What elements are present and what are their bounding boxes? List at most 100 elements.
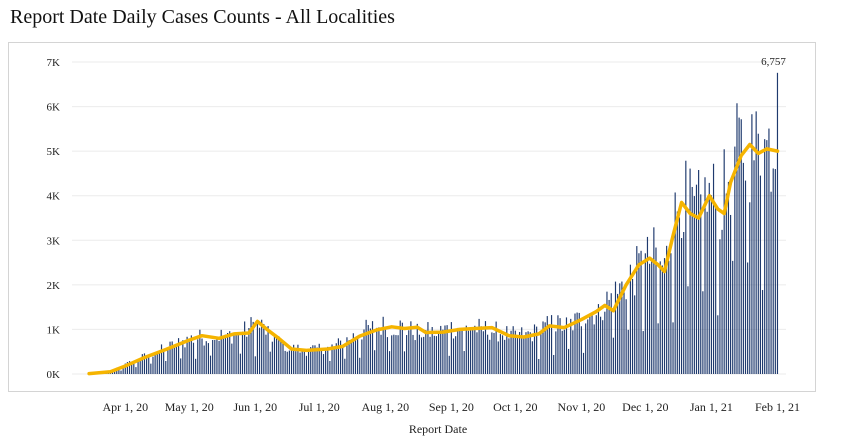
- bar: [139, 359, 141, 374]
- bar: [582, 352, 585, 374]
- bar: [755, 111, 757, 374]
- bar: [576, 312, 578, 374]
- bar: [478, 318, 480, 374]
- bar: [536, 326, 538, 374]
- bar: [229, 331, 231, 374]
- bar: [231, 343, 233, 374]
- bar: [218, 340, 220, 374]
- bar: [186, 336, 188, 374]
- bar: [135, 367, 137, 374]
- bar: [565, 317, 568, 374]
- bar: [725, 193, 727, 374]
- bar: [653, 227, 655, 374]
- bar: [506, 326, 508, 374]
- bar: [429, 336, 431, 374]
- bar: [160, 344, 163, 374]
- bar: [631, 278, 634, 374]
- bar: [523, 338, 525, 374]
- bar: [540, 334, 542, 374]
- x-tick-label: Dec 1, 20: [622, 400, 668, 414]
- bar: [216, 337, 218, 374]
- bar: [148, 355, 150, 374]
- x-axis-label: Report Date: [409, 422, 467, 436]
- bar: [190, 335, 192, 374]
- bar: [732, 260, 734, 374]
- y-tick-label: 7K: [47, 57, 61, 69]
- bar: [753, 160, 755, 374]
- bar: [587, 319, 589, 374]
- bar: [254, 356, 256, 374]
- bar: [546, 316, 548, 374]
- bar: [612, 337, 614, 374]
- bar: [267, 326, 269, 374]
- y-tick-label: 3K: [47, 235, 61, 247]
- bar: [150, 363, 152, 374]
- bar: [384, 329, 386, 374]
- bar: [570, 318, 572, 374]
- bar: [391, 335, 393, 374]
- bar: [128, 361, 131, 374]
- bar: [544, 322, 546, 374]
- bar: [339, 340, 342, 374]
- bar: [619, 283, 621, 374]
- bar: [416, 323, 418, 374]
- bar: [719, 239, 721, 374]
- bar: [248, 328, 250, 374]
- bar: [693, 196, 695, 374]
- bar: [604, 311, 606, 374]
- bar: [156, 352, 158, 374]
- bar: [250, 317, 252, 374]
- bar: [284, 350, 286, 374]
- bar: [333, 346, 335, 374]
- bar: [533, 324, 536, 374]
- bar: [702, 291, 704, 374]
- bar: [209, 355, 212, 374]
- bar: [542, 321, 544, 374]
- bar: [538, 358, 540, 374]
- bar: [525, 332, 527, 374]
- bar: [708, 182, 710, 374]
- bar: [420, 337, 423, 374]
- bar: [644, 253, 646, 374]
- bar: [423, 336, 425, 374]
- bar: [239, 353, 241, 374]
- bar: [371, 321, 374, 374]
- bar: [623, 292, 625, 374]
- bar: [288, 350, 290, 374]
- bar: [244, 321, 246, 374]
- bar: [280, 341, 282, 374]
- bar: [399, 320, 401, 374]
- bar: [761, 290, 764, 374]
- bar: [433, 335, 435, 374]
- bar: [678, 217, 681, 374]
- bar: [137, 360, 139, 374]
- bar: [749, 202, 751, 374]
- bar: [143, 353, 146, 374]
- bar: [772, 168, 774, 374]
- bar: [668, 260, 670, 374]
- bar: [235, 334, 237, 374]
- bar: [608, 299, 610, 374]
- bar: [401, 322, 403, 374]
- bar: [314, 345, 316, 374]
- bar: [431, 327, 433, 374]
- bar: [329, 360, 331, 374]
- bar: [425, 330, 427, 374]
- bar: [224, 334, 227, 374]
- bar: [519, 331, 521, 374]
- bar: [203, 345, 205, 374]
- bar: [220, 329, 222, 374]
- bar: [146, 356, 148, 374]
- bar: [301, 350, 303, 374]
- bar: [350, 341, 352, 374]
- bar: [316, 347, 318, 374]
- bar: [497, 341, 499, 374]
- bar: [177, 338, 180, 374]
- bar: [120, 370, 122, 374]
- bar: [521, 327, 523, 374]
- bar: [461, 330, 463, 374]
- y-tick-label: 2K: [47, 280, 61, 292]
- bar: [459, 328, 461, 374]
- bar: [457, 327, 459, 374]
- bar: [197, 339, 199, 374]
